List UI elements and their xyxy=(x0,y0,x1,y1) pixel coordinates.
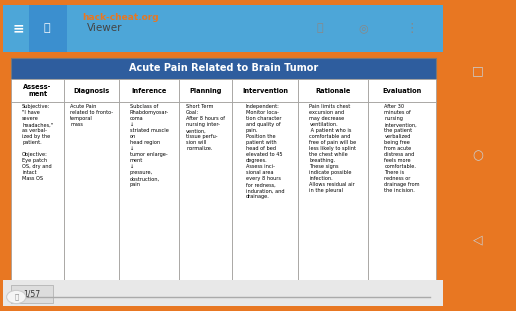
Text: 📋: 📋 xyxy=(44,23,51,33)
Text: □: □ xyxy=(472,65,483,78)
Text: After 30
minutes of
nursing
intervention,
the patient
verbalized
being free
from: After 30 minutes of nursing intervention… xyxy=(384,104,420,193)
Bar xyxy=(119,102,179,281)
Text: ⋮: ⋮ xyxy=(406,22,418,35)
Text: ⌖: ⌖ xyxy=(316,23,323,33)
Bar xyxy=(298,79,368,102)
Bar xyxy=(368,102,436,281)
Text: ◎: ◎ xyxy=(359,23,368,33)
Bar xyxy=(29,5,67,52)
Bar xyxy=(179,79,232,102)
Text: Independent:
Monitor loca-
tion character
and quality of
pain.
Position the
pati: Independent: Monitor loca- tion characte… xyxy=(246,104,284,199)
Text: Rationale: Rationale xyxy=(315,88,351,94)
Text: Viewer: Viewer xyxy=(87,23,122,33)
Bar xyxy=(11,58,436,79)
Text: Planning: Planning xyxy=(189,88,222,94)
Text: Subclass of
Rhabdomyosar-
coma
↓
striated muscle
on
head region
↓
tumor enlarge-: Subclass of Rhabdomyosar- coma ↓ striate… xyxy=(130,104,169,187)
Bar xyxy=(368,79,436,102)
Bar xyxy=(232,102,298,281)
Text: ⏸: ⏸ xyxy=(14,294,19,300)
Text: Subjective:
"I have
severe
headaches,"
as verbal-
ized by the
patient.

Objectiv: Subjective: "I have severe headaches," a… xyxy=(22,104,53,181)
Text: Intervention: Intervention xyxy=(242,88,288,94)
Text: ○: ○ xyxy=(472,149,483,162)
Text: Evaluation: Evaluation xyxy=(382,88,422,94)
Bar xyxy=(119,79,179,102)
Text: Assess-
ment: Assess- ment xyxy=(23,84,52,97)
Text: Diagnosis: Diagnosis xyxy=(74,88,110,94)
Bar xyxy=(64,102,119,281)
Circle shape xyxy=(7,290,26,304)
Text: Inference: Inference xyxy=(132,88,167,94)
Bar xyxy=(64,79,119,102)
Text: hack-cheat.org: hack-cheat.org xyxy=(82,12,159,21)
Bar xyxy=(3,5,443,52)
Text: Pain limits chest
excursion and
may decrease
ventilation.
 A patient who is
comf: Pain limits chest excursion and may decr… xyxy=(310,104,357,193)
Text: ◁: ◁ xyxy=(473,233,482,246)
Text: Acute Pain
related to fronto-
temporal
mass: Acute Pain related to fronto- temporal m… xyxy=(70,104,114,127)
Bar xyxy=(298,102,368,281)
Text: 1/57: 1/57 xyxy=(24,290,41,299)
Bar xyxy=(11,102,64,281)
Bar xyxy=(3,281,443,306)
Text: Acute Pain Related to Brain Tumor: Acute Pain Related to Brain Tumor xyxy=(129,63,318,73)
Bar xyxy=(11,79,64,102)
Bar xyxy=(179,102,232,281)
Bar xyxy=(11,285,53,303)
Text: Short Term
Goal:
After 8 hours of
nursing inter-
vention,
tissue perfu-
sion wil: Short Term Goal: After 8 hours of nursin… xyxy=(186,104,225,151)
Text: ≡: ≡ xyxy=(13,21,24,35)
Bar xyxy=(232,79,298,102)
